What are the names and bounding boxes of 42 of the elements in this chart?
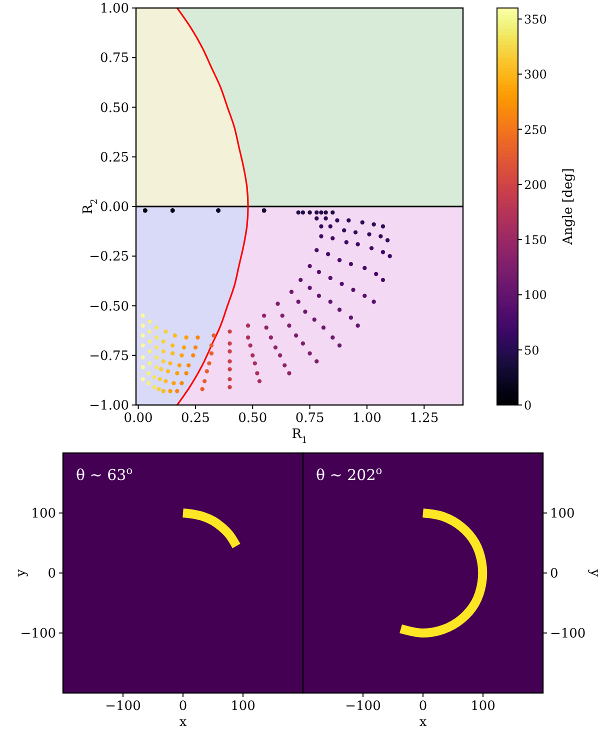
y-tick-label: 0.25 bbox=[100, 150, 129, 166]
x-tick-label: 0.50 bbox=[238, 411, 268, 426]
x-axis-title: x bbox=[179, 715, 188, 730]
y-tick-label: 0.00 bbox=[100, 200, 129, 215]
color-bar-label: 0 bbox=[524, 398, 532, 412]
y2-axis-title: y bbox=[587, 568, 599, 578]
y2-tick-label: −100 bbox=[550, 626, 586, 642]
x-axis-title: x bbox=[419, 715, 428, 730]
y-tick-label: −0.75 bbox=[89, 348, 129, 364]
x-tick-label: 100 bbox=[230, 699, 256, 714]
y-tick-label: 0 bbox=[48, 566, 56, 582]
annotation: θ ~ 63$^{o}$ bbox=[76, 465, 133, 484]
x-tick-label: 0.00 bbox=[124, 411, 153, 426]
y-tick-label: 0.50 bbox=[100, 100, 129, 116]
color-bar-label: 350 bbox=[524, 12, 547, 27]
color-bar-label: 300 bbox=[524, 68, 547, 82]
y-tick-label: −0.50 bbox=[89, 299, 129, 314]
y-axis-title: y bbox=[14, 568, 29, 578]
y-tick-label: −100 bbox=[20, 626, 56, 642]
y-tick-label: 1.00 bbox=[100, 2, 129, 16]
y2-tick-label: 0 bbox=[550, 566, 558, 582]
color-bar-title: Angle [deg] bbox=[561, 168, 576, 246]
x-tick-label: 0 bbox=[418, 699, 428, 714]
color-bar-label: 50 bbox=[524, 343, 540, 358]
color-bar-label: 100 bbox=[524, 288, 547, 302]
x-tick-label: 0 bbox=[178, 699, 188, 714]
x-tick-label: 0.25 bbox=[180, 411, 210, 426]
x-tick-label: 0.75 bbox=[295, 411, 324, 426]
x-tick-label: 100 bbox=[470, 699, 496, 714]
y-tick-label: 0.75 bbox=[100, 51, 129, 66]
y2-tick-label: 100 bbox=[550, 506, 575, 522]
y-tick-label: −0.25 bbox=[89, 250, 129, 265]
color-bar-label: 250 bbox=[524, 122, 547, 137]
x-tick-label: 1.00 bbox=[352, 411, 382, 426]
annotation: θ ~ 202$^{o}$ bbox=[316, 465, 382, 484]
y-tick-label: −1.00 bbox=[89, 398, 129, 414]
color-bar-label: 200 bbox=[524, 178, 547, 192]
x-axis-title: R$_{1}$ bbox=[292, 427, 308, 446]
color-bar-label: 150 bbox=[524, 233, 547, 248]
x-tick-label: −100 bbox=[345, 699, 381, 714]
y-tick-label: 100 bbox=[31, 506, 56, 522]
x-tick-label: 1.25 bbox=[410, 411, 439, 426]
